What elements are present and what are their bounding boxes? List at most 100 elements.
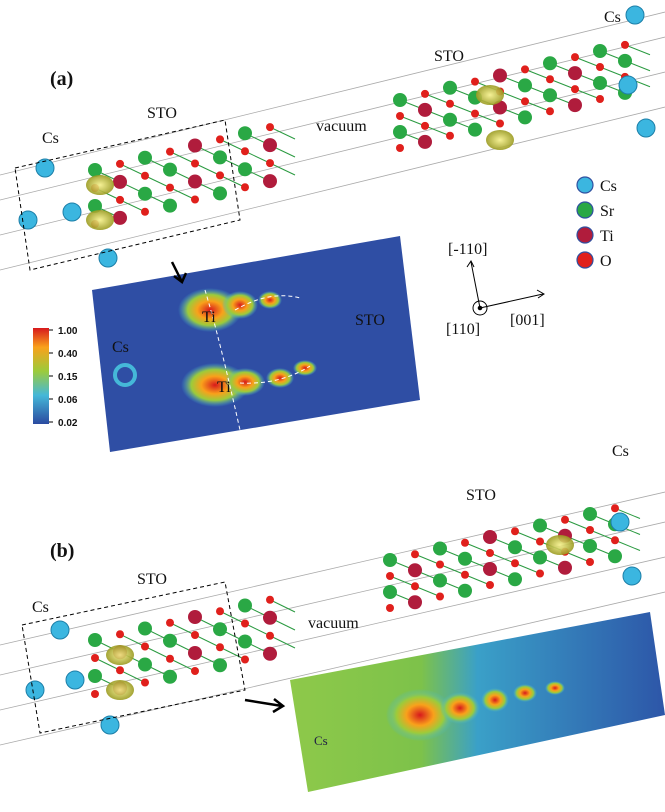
bond [145, 176, 170, 188]
bond [565, 552, 590, 562]
atom [471, 78, 479, 86]
atom [138, 187, 152, 201]
atom [421, 90, 429, 98]
atom [533, 551, 547, 565]
atom [443, 113, 457, 127]
atom [191, 631, 199, 639]
atom [216, 607, 224, 615]
bond [220, 175, 245, 187]
bond [575, 89, 600, 99]
atom [141, 643, 149, 651]
atom [586, 558, 594, 566]
atom [493, 69, 507, 83]
axis-label: [110] [446, 321, 480, 338]
atom [191, 667, 199, 675]
bond [575, 57, 600, 67]
atom [518, 78, 532, 92]
atom [596, 63, 604, 71]
panel-label: (b) [50, 540, 74, 562]
atom [436, 593, 444, 601]
atom [241, 183, 249, 191]
atom [511, 527, 519, 535]
atom [88, 633, 102, 647]
atom [188, 646, 202, 660]
atom [113, 175, 127, 189]
legend-marker [577, 252, 593, 268]
bond [270, 163, 295, 175]
atom [213, 658, 227, 672]
atom [546, 75, 554, 83]
atom [558, 561, 572, 575]
atom [88, 163, 102, 177]
bond [515, 563, 540, 573]
legend-label: O [600, 253, 612, 270]
atom [99, 249, 117, 267]
atom [91, 690, 99, 698]
colorbar-label: 0.15 [58, 372, 78, 383]
atom [446, 132, 454, 140]
atom [446, 100, 454, 108]
atom [521, 65, 529, 73]
atom [393, 125, 407, 139]
atom [571, 53, 579, 61]
density-isosurface [106, 680, 134, 700]
atom [116, 666, 124, 674]
atom [611, 504, 619, 512]
bond [450, 104, 475, 114]
density-map-a [92, 236, 420, 452]
density-isosurface [486, 130, 514, 150]
colorbar-label: 1.00 [58, 326, 78, 337]
atom [637, 119, 655, 137]
atom [36, 159, 54, 177]
atom [166, 148, 174, 156]
atom [163, 199, 177, 213]
atom [216, 643, 224, 651]
bond [465, 575, 490, 585]
legend-label: Sr [600, 203, 615, 220]
atom [571, 85, 579, 93]
bond [195, 635, 220, 647]
atom [386, 572, 394, 580]
bond [195, 164, 220, 176]
atom [471, 110, 479, 118]
atom [241, 147, 249, 155]
bond [465, 543, 490, 553]
legend-marker [577, 177, 593, 193]
panel-label: (a) [50, 68, 73, 90]
atom [543, 56, 557, 70]
atom [383, 553, 397, 567]
bond [245, 624, 270, 636]
atom [141, 679, 149, 687]
label: Cs [32, 599, 49, 616]
atom [191, 196, 199, 204]
atom [91, 654, 99, 662]
atom [116, 196, 124, 204]
atom [266, 159, 274, 167]
atom [458, 584, 472, 598]
atom [508, 572, 522, 586]
atom [596, 95, 604, 103]
atom [138, 622, 152, 636]
atom [166, 184, 174, 192]
atom [26, 681, 44, 699]
atom [213, 150, 227, 164]
density-isosurface [86, 210, 114, 230]
atom [468, 123, 482, 137]
atom [141, 208, 149, 216]
atom [546, 107, 554, 115]
atom [621, 41, 629, 49]
bond [550, 79, 575, 89]
atom [163, 163, 177, 177]
bond [415, 586, 440, 596]
label: STO [434, 48, 464, 65]
atom [408, 595, 422, 609]
label: STO [147, 105, 177, 122]
legend-marker [577, 227, 593, 243]
atom [411, 550, 419, 558]
atom [486, 549, 494, 557]
atom [568, 98, 582, 112]
atom [408, 563, 422, 577]
bond [565, 520, 590, 530]
label: vacuum [316, 118, 367, 135]
colorbar-label: 0.06 [58, 395, 78, 406]
